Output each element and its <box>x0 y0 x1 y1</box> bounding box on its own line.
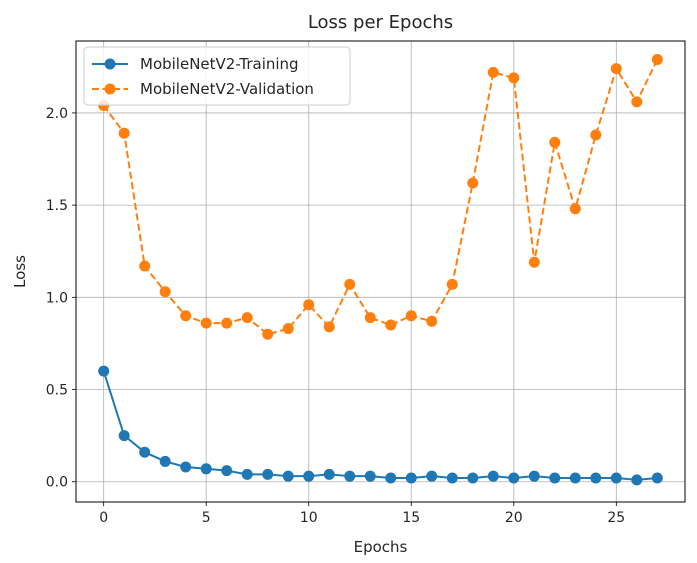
data-point <box>631 474 643 486</box>
data-point <box>549 472 561 484</box>
legend-marker <box>104 83 116 95</box>
data-point <box>508 72 520 84</box>
data-point <box>344 470 356 482</box>
data-point <box>303 299 315 311</box>
y-tick-label: 0.0 <box>46 475 68 491</box>
data-point <box>385 472 397 484</box>
legend-label: MobileNetV2-Training <box>140 55 299 73</box>
data-point <box>405 310 417 322</box>
data-point <box>569 203 581 215</box>
data-point <box>241 312 253 324</box>
legend: MobileNetV2-Training MobileNetV2-Validati… <box>83 46 351 106</box>
data-point <box>610 63 622 75</box>
data-point <box>590 472 602 484</box>
data-point <box>303 470 315 482</box>
data-point <box>549 136 561 148</box>
data-point <box>241 468 253 480</box>
data-point <box>426 315 438 327</box>
data-point <box>180 310 192 322</box>
series-training <box>98 365 663 486</box>
data-point <box>467 472 479 484</box>
data-point <box>159 455 171 467</box>
data-point <box>159 286 171 298</box>
data-point <box>528 256 540 268</box>
data-point <box>528 470 540 482</box>
series-line <box>102 370 658 481</box>
data-point <box>446 472 458 484</box>
x-tick-label: 25 <box>607 510 625 526</box>
data-point <box>651 53 663 65</box>
data-point <box>180 461 192 473</box>
data-point <box>405 472 417 484</box>
data-point <box>200 317 212 329</box>
data-point <box>200 463 212 475</box>
data-point <box>446 278 458 290</box>
data-point <box>364 312 376 324</box>
data-point <box>262 328 274 340</box>
legend-marker <box>104 58 116 70</box>
grid-lines <box>76 41 685 502</box>
series-layer <box>98 53 663 486</box>
legend-box <box>83 46 351 106</box>
data-point <box>344 278 356 290</box>
data-point <box>139 260 151 272</box>
y-tick-label: 2.0 <box>46 106 68 122</box>
x-tick-label: 20 <box>505 510 523 526</box>
y-tick-label: 1.0 <box>46 290 68 306</box>
data-point <box>282 323 294 335</box>
data-point <box>590 129 602 141</box>
data-point <box>98 365 110 377</box>
axis-ticks: 0 5 10 15 20 25 0.0 0.5 1.0 1.5 2.0 <box>46 106 625 526</box>
legend-label: MobileNetV2-Validation <box>140 80 314 98</box>
data-point <box>262 468 274 480</box>
series-line <box>102 59 659 336</box>
data-point <box>323 321 335 333</box>
data-point <box>631 96 643 108</box>
data-point <box>118 430 130 442</box>
y-tick-label: 1.5 <box>46 198 68 214</box>
data-point <box>426 470 438 482</box>
data-point <box>221 465 233 477</box>
data-point <box>508 472 520 484</box>
plot-frame <box>75 40 686 503</box>
data-point <box>385 319 397 331</box>
x-tick-label: 15 <box>402 510 420 526</box>
series-validation <box>98 53 663 340</box>
data-point <box>487 66 499 78</box>
x-tick-label: 10 <box>300 510 318 526</box>
data-point <box>651 472 663 484</box>
data-point <box>467 177 479 189</box>
x-tick-label: 5 <box>202 510 211 526</box>
data-point <box>487 470 499 482</box>
data-point <box>139 446 151 458</box>
data-point <box>364 470 376 482</box>
y-axis-label: Loss <box>11 255 29 288</box>
y-tick-label: 0.5 <box>46 383 68 399</box>
data-point <box>282 470 294 482</box>
x-axis-label: Epochs <box>354 538 408 556</box>
x-tick-label: 0 <box>99 510 108 526</box>
data-point <box>118 127 130 139</box>
data-point <box>323 468 335 480</box>
data-point <box>569 472 581 484</box>
chart-title: Loss per Epochs <box>308 12 453 33</box>
data-point <box>221 317 233 329</box>
data-point <box>610 472 622 484</box>
